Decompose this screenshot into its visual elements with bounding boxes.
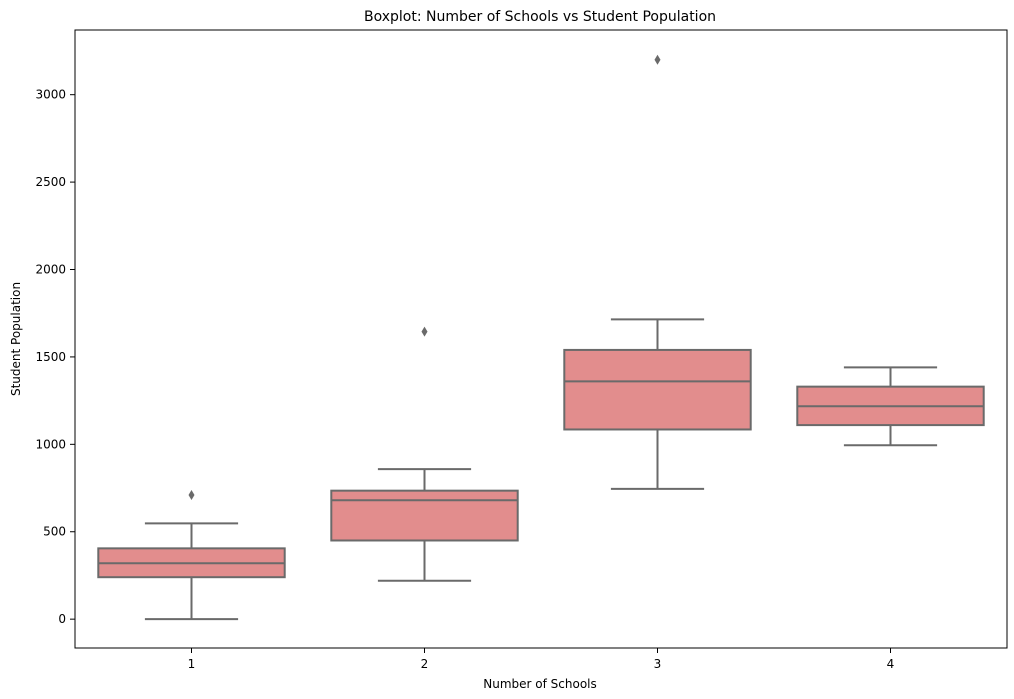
y-tick-label: 3000 (35, 88, 66, 102)
outlier-point (654, 54, 661, 65)
y-tick-label: 1000 (35, 437, 66, 451)
outlier-point (188, 490, 195, 501)
box-iqr (330, 489, 519, 542)
box-group-4 (796, 366, 985, 447)
box-group-2 (330, 326, 519, 582)
box-group-3 (563, 54, 752, 490)
x-tick-label: 4 (887, 657, 895, 671)
y-tick-label: 1500 (35, 350, 66, 364)
y-axis-label: Student Population (9, 282, 23, 396)
x-tick-label: 2 (421, 657, 429, 671)
outlier-point (421, 326, 428, 337)
y-tick-label: 2500 (35, 175, 66, 189)
x-tick-label: 3 (654, 657, 662, 671)
y-tick-label: 2000 (35, 263, 66, 277)
plot-frame (74, 29, 1008, 649)
x-axis-label: Number of Schools (483, 677, 597, 691)
box-group-1 (97, 490, 286, 621)
box-iqr (563, 348, 752, 431)
x-tick-label: 1 (188, 657, 196, 671)
x-axis: 1 2 3 4 (188, 648, 895, 671)
chart-title: Boxplot: Number of Schools vs Student Po… (364, 9, 716, 25)
y-tick-label: 500 (43, 525, 66, 539)
y-tick-label: 0 (58, 612, 66, 626)
boxes-layer (97, 54, 985, 621)
y-axis: 0 500 1000 1500 2000 2500 3000 (35, 88, 75, 626)
